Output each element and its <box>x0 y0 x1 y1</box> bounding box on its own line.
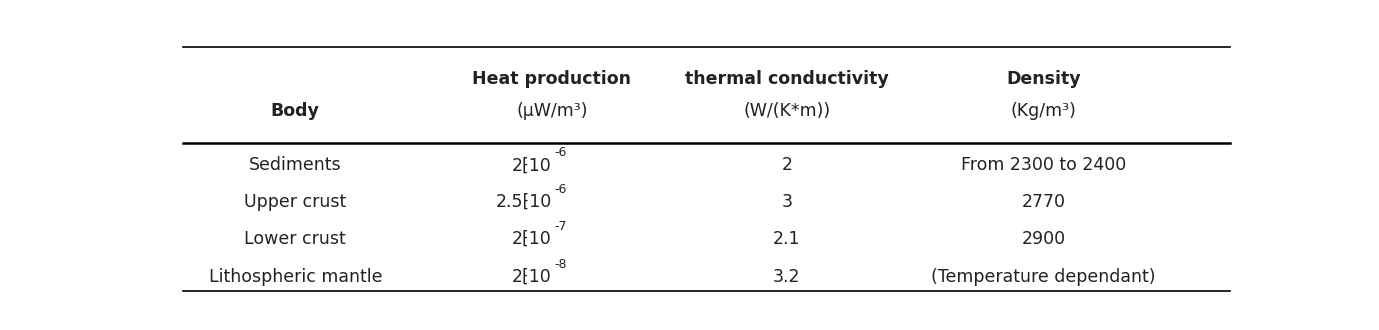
Text: (Kg/m³): (Kg/m³) <box>1011 102 1077 120</box>
Text: Lithospheric mantle: Lithospheric mantle <box>208 268 382 286</box>
Text: 3.2: 3.2 <box>774 268 801 286</box>
Text: 2900: 2900 <box>1022 230 1066 248</box>
Text: -7: -7 <box>554 220 567 233</box>
Text: Body: Body <box>270 102 320 120</box>
Text: (W/(K*m)): (W/(K*m)) <box>743 102 830 120</box>
Text: Heat production: Heat production <box>472 70 632 88</box>
Text: thermal conductivity: thermal conductivity <box>685 70 889 88</box>
Text: 2: 2 <box>782 156 793 174</box>
Text: From 2300 to 2400: From 2300 to 2400 <box>961 156 1127 174</box>
Text: 2770: 2770 <box>1022 193 1066 211</box>
Text: Upper crust: Upper crust <box>244 193 346 211</box>
Text: -6: -6 <box>554 146 567 159</box>
Text: Density: Density <box>1007 70 1081 88</box>
Text: 3: 3 <box>782 193 793 211</box>
Text: 2⁅10: 2⁅10 <box>512 268 552 286</box>
Text: Sediments: Sediments <box>250 156 342 174</box>
Text: 2.1: 2.1 <box>774 230 801 248</box>
Text: -8: -8 <box>554 258 567 271</box>
Text: (μW/m³): (μW/m³) <box>516 102 587 120</box>
Text: 2⁅10: 2⁅10 <box>512 230 552 248</box>
Text: 2.5⁅10: 2.5⁅10 <box>495 193 552 211</box>
Text: -6: -6 <box>554 183 567 196</box>
Text: 2⁅10: 2⁅10 <box>512 156 552 174</box>
Text: (Temperature dependant): (Temperature dependant) <box>931 268 1156 286</box>
Text: Lower crust: Lower crust <box>244 230 346 248</box>
